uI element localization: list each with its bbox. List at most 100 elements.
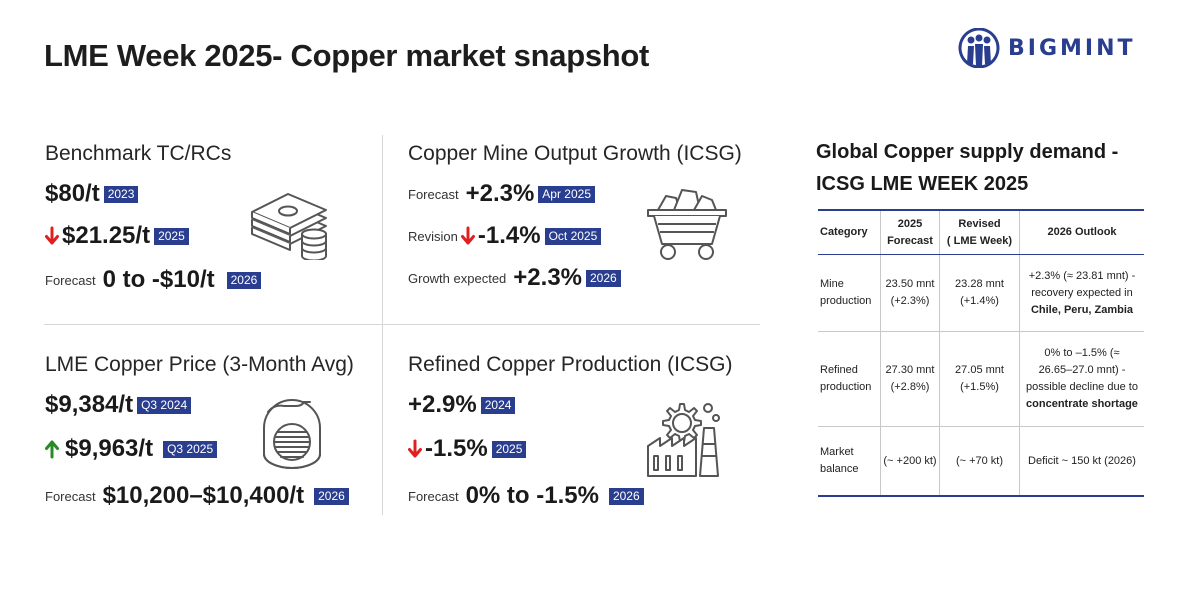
- table-row: Market balance (~ +200 kt) (~ +70 kt) Def…: [818, 427, 1144, 497]
- header-2025-forecast: 2025 Forecast: [880, 211, 939, 254]
- supply-demand-title-line1: Global Copper supply demand -: [816, 141, 1119, 163]
- row-outlook-line3: possible decline due to: [1026, 381, 1138, 393]
- supply-demand-title: Global Copper supply demand - ICSG LME W…: [816, 136, 1118, 200]
- row-outlook-countries: Chile, Peru, Zambia: [1030, 303, 1134, 316]
- price-forecast-value: $10,200–$10,400/t: [102, 482, 305, 509]
- refined-value-2025: -1.5%: [425, 435, 488, 462]
- year-badge: 2024: [480, 396, 516, 414]
- header-revised-line1: Revised: [958, 217, 1001, 230]
- quarter-badge: Q3 2024: [137, 396, 192, 414]
- forecast-label: Forecast: [408, 488, 459, 504]
- arrow-down-icon: [408, 439, 422, 458]
- copper-coil-icon: [254, 398, 330, 483]
- vertical-divider: [382, 135, 383, 515]
- supply-demand-table: Category 2025 Forecast Revised ( LME Week)…: [818, 209, 1144, 497]
- arrow-up-icon: [45, 440, 59, 459]
- lme-price-panel: LME Copper Price (3-Month Avg) $9,384/t …: [45, 353, 375, 523]
- arrow-down-icon: [460, 226, 475, 245]
- row-outlook-line1: 0% to –1.5% (≈: [1044, 347, 1120, 359]
- header-forecast-line1: 2025: [897, 217, 923, 230]
- row-revised-line1: 23.28 mnt: [955, 278, 1004, 290]
- row-forecast-line1: 27.30 mnt: [885, 364, 935, 376]
- table-row: Mine production 23.50 mnt (+2.3%) 23.28 mn…: [818, 255, 1144, 332]
- tcrc-value-2025: $21.25/t: [62, 222, 151, 249]
- price-row-forecast: Forecast $10,200–$10,400/t 2026: [45, 482, 349, 510]
- row-category-line2: production: [820, 295, 872, 307]
- tcrc-value-2023: $80/t: [45, 180, 100, 207]
- mine-revision-value: -1.4%: [477, 222, 541, 249]
- mine-forecast-value: +2.3%: [465, 180, 535, 207]
- row-revised-line2: (+1.4%): [960, 295, 999, 307]
- row-forecast-line2: (+2.3%): [890, 295, 930, 307]
- brand-logo: BIGMINT: [958, 28, 1136, 68]
- tcrc-panel: Benchmark TC/RCs $80/t 2023 $21.25/t 202…: [45, 142, 375, 312]
- refined-production-panel: Refined Copper Production (ICSG) +2.9% 2…: [408, 353, 758, 523]
- mine-row-growth: Growth expected +2.3% 2026: [408, 264, 621, 292]
- row-revised-line2: (+1.5%): [960, 381, 999, 393]
- row-revised: (~ +70 kt): [939, 427, 1019, 495]
- factory-icon: [644, 398, 728, 483]
- row-revised: 27.05 mnt (+1.5%): [939, 332, 1019, 426]
- price-value-q3-2025: $9,963/t: [65, 435, 154, 462]
- revision-label: Revision: [408, 228, 458, 244]
- price-value-q3-2024: $9,384/t: [45, 391, 134, 418]
- supply-demand-title-line2: ICSG LME WEEK 2025: [816, 173, 1029, 195]
- row-category-line1: Market: [820, 446, 854, 458]
- row-outlook-shortage: concentrate shortage: [1026, 398, 1138, 410]
- row-category-line2: production: [820, 381, 872, 393]
- row-category: Market balance: [818, 427, 880, 495]
- header-revised: Revised ( LME Week): [939, 211, 1019, 254]
- bigmint-logo-icon: [958, 28, 1000, 68]
- tcrc-row-2023: $80/t 2023: [45, 180, 139, 208]
- row-forecast: 23.50 mnt (+2.3%): [880, 255, 939, 331]
- mine-growth-value: +2.3%: [513, 264, 582, 291]
- row-revised-line1: 27.05 mnt: [955, 364, 1004, 376]
- row-forecast: 27.30 mnt (+2.8%): [880, 332, 939, 426]
- year-badge: 2025: [491, 440, 527, 458]
- refined-value-2024: +2.9%: [408, 391, 477, 418]
- date-badge: Oct 2025: [544, 227, 602, 245]
- row-outlook-line2: 26.65–27.0 mnt) -: [1038, 364, 1126, 376]
- mine-row-forecast: Forecast +2.3% Apr 2025: [408, 180, 595, 208]
- year-badge: 2026: [586, 269, 621, 287]
- year-badge: 2025: [154, 227, 189, 245]
- row-outlook: 0% to –1.5% (≈ 26.65–27.0 mnt) - possible …: [1019, 332, 1144, 426]
- forecast-label: Forecast: [408, 186, 459, 202]
- refined-production-title: Refined Copper Production (ICSG): [408, 353, 733, 376]
- row-category-line2: balance: [820, 463, 859, 475]
- row-outlook: +2.3% (≈ 23.81 mnt) - recovery expected i…: [1019, 255, 1144, 331]
- row-category-line1: Mine: [820, 278, 844, 290]
- tcrc-forecast-value: 0 to -$10/t: [102, 266, 215, 293]
- header-forecast-line2: Forecast: [887, 234, 933, 247]
- tcrc-row-2025: $21.25/t 2025: [45, 222, 189, 250]
- horizontal-divider: [44, 324, 760, 325]
- header-2026-outlook: 2026 Outlook: [1019, 211, 1144, 254]
- row-outlook: Deficit ~ 150 kt (2026): [1019, 427, 1144, 495]
- header-category: Category: [820, 226, 868, 238]
- page-title: LME Week 2025- Copper market snapshot: [44, 38, 650, 73]
- mine-output-panel: Copper Mine Output Growth (ICSG) Forecas…: [408, 142, 758, 312]
- mine-cart-icon: [646, 184, 728, 267]
- row-category-line1: Refined: [820, 364, 858, 376]
- forecast-label: Forecast: [45, 488, 96, 504]
- row-forecast: (~ +200 kt): [880, 427, 939, 495]
- mine-row-revision: Revision -1.4% Oct 2025: [408, 222, 602, 250]
- table-row: Refined production 27.30 mnt (+2.8%) 27.05…: [818, 332, 1144, 427]
- year-badge: 2026: [608, 487, 644, 505]
- price-row-2024: $9,384/t Q3 2024: [45, 391, 192, 419]
- refined-forecast-value: 0% to -1.5%: [465, 482, 599, 509]
- date-badge: Apr 2025: [538, 185, 595, 203]
- tcrc-title: Benchmark TC/RCs: [45, 142, 232, 165]
- price-row-2025: $9,963/t Q3 2025: [45, 435, 218, 463]
- row-outlook-line2: recovery expected in: [1031, 286, 1133, 299]
- money-stack-icon: [248, 190, 336, 265]
- arrow-down-icon: [45, 226, 59, 245]
- refined-row-forecast: Forecast 0% to -1.5% 2026: [408, 482, 644, 510]
- tcrc-row-forecast: Forecast 0 to -$10/t 2026: [45, 266, 262, 294]
- refined-row-2025: -1.5% 2025: [408, 435, 527, 463]
- row-outlook-line1: +2.3% (≈ 23.81 mnt) -: [1028, 269, 1136, 282]
- row-forecast-line1: 23.50 mnt: [885, 278, 935, 290]
- row-category: Refined production: [818, 332, 880, 426]
- growth-expected-label: Growth expected: [408, 270, 507, 286]
- row-forecast-line2: (+2.8%): [890, 381, 930, 393]
